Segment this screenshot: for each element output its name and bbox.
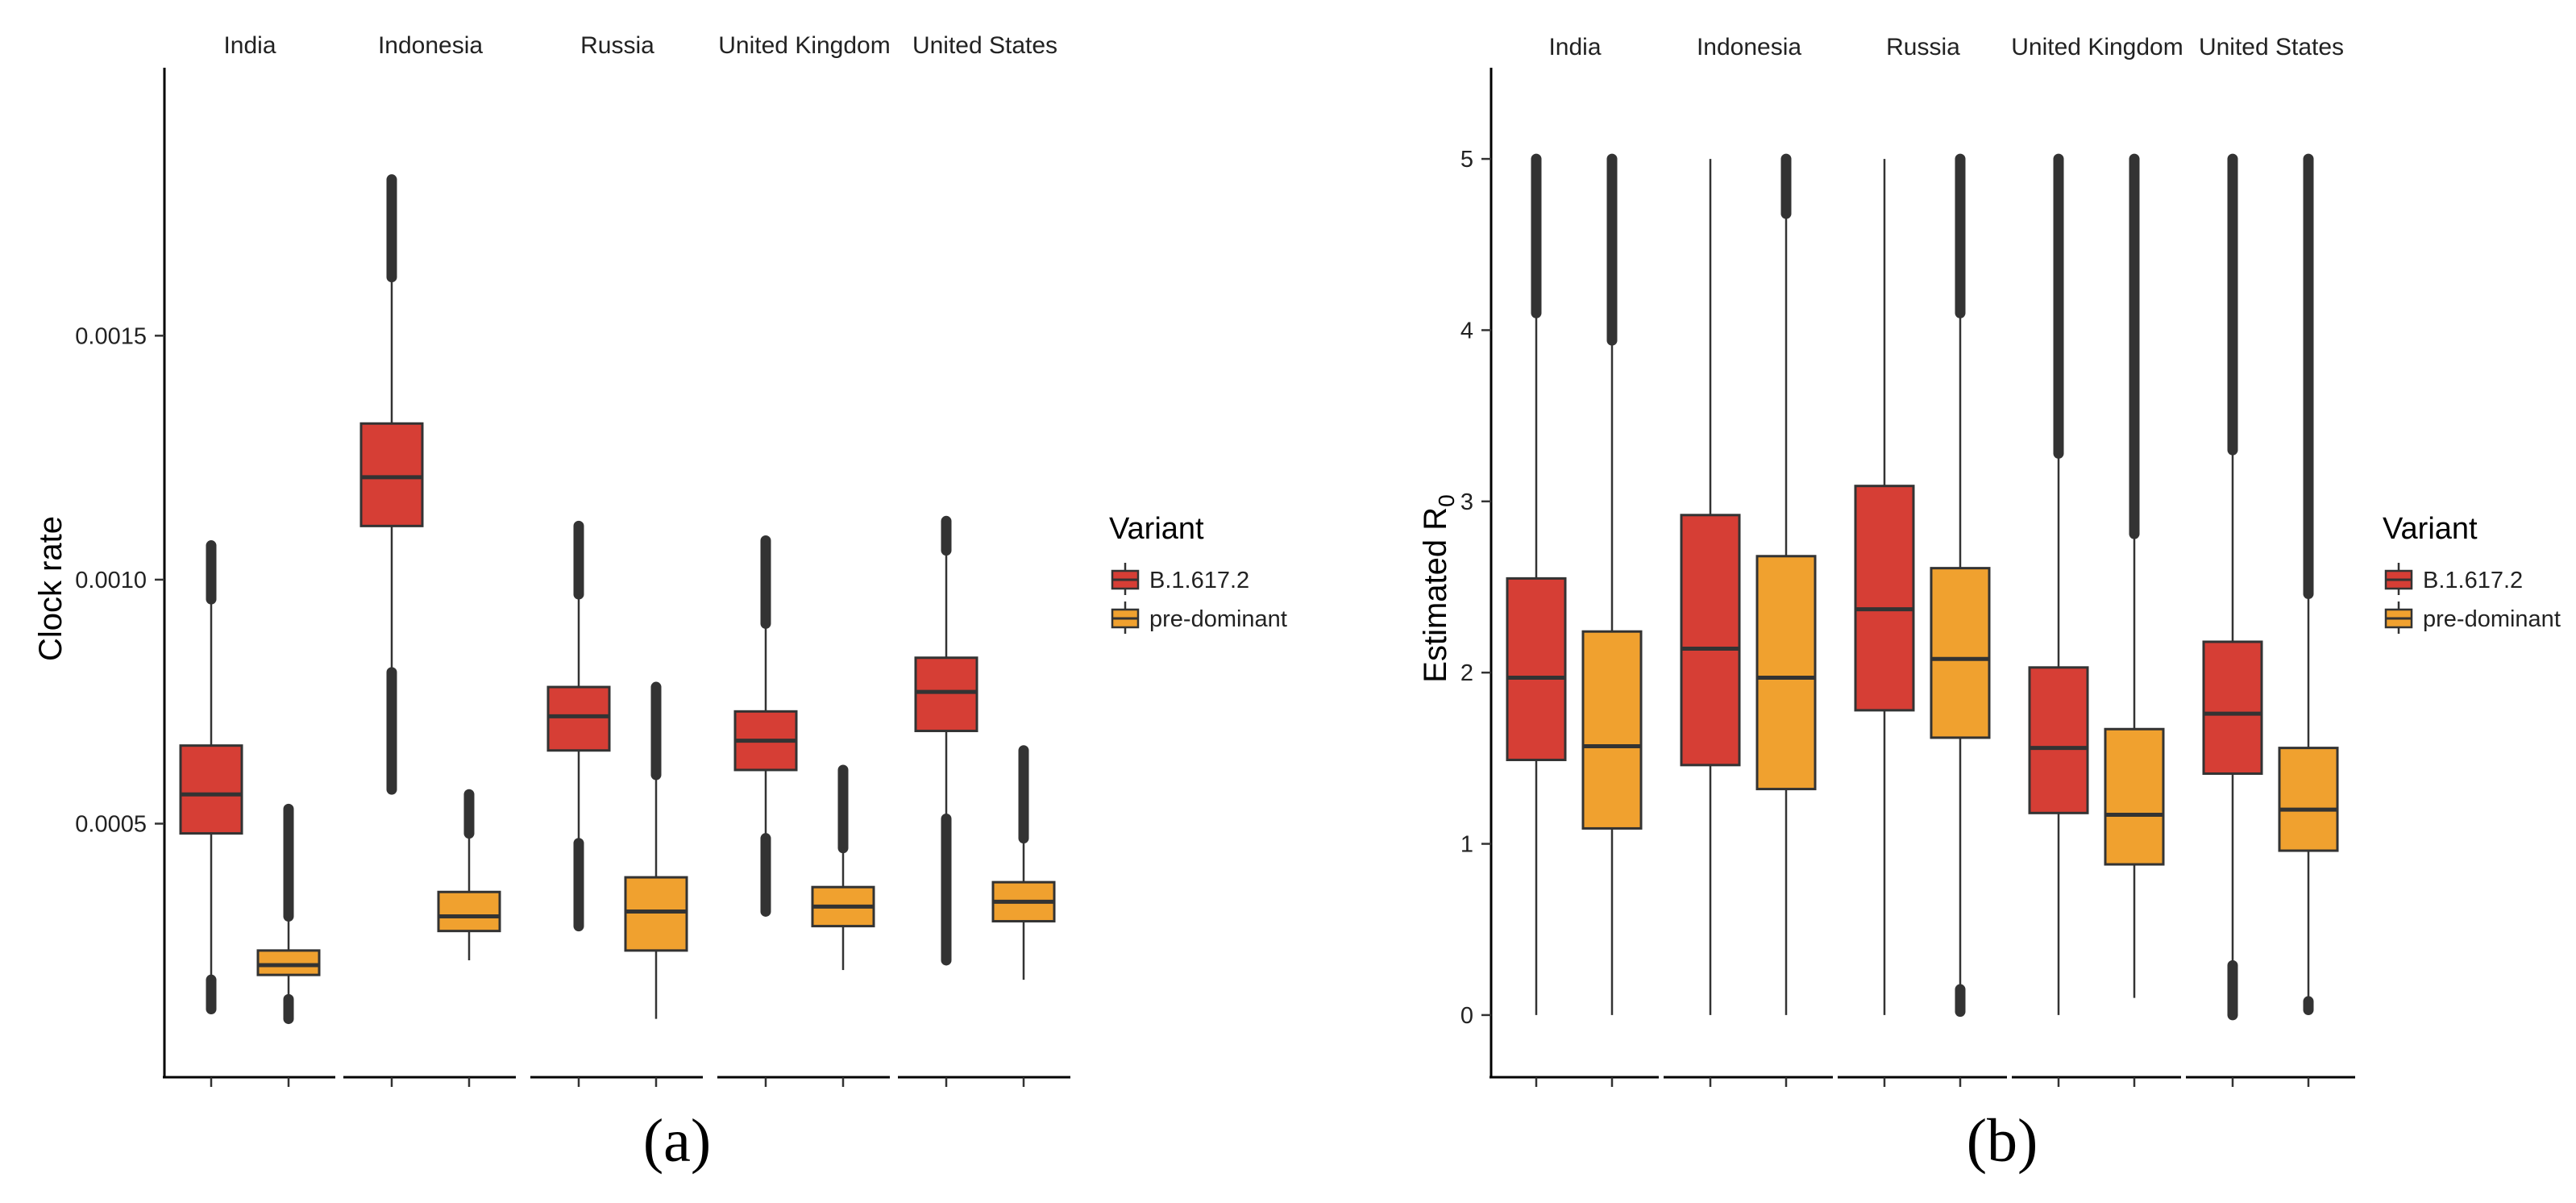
legend-item-b-1-617-2: B.1.617.2 xyxy=(1111,563,1249,595)
legend: Variant B.1.617.2 pre-dominant xyxy=(2383,512,2561,634)
box-b-1-617-2 xyxy=(1506,153,1567,1087)
facet-united-kingdom: United Kingdom xyxy=(2011,34,2183,1087)
box-iqr xyxy=(2104,727,2165,866)
legend-label: pre-dominant xyxy=(2423,606,2561,632)
box-pre-dominant xyxy=(256,803,321,1087)
box-b-1-617-2 xyxy=(546,520,611,1087)
box-pre-dominant xyxy=(1755,153,1817,1087)
box-iqr xyxy=(179,744,243,835)
facet-label: United States xyxy=(2199,34,2344,60)
y-tick-label: 0.0015 xyxy=(75,323,147,349)
facet-indonesia: Indonesia xyxy=(1664,34,1833,1087)
y-axis-title-text: Estimated R xyxy=(1418,507,1453,683)
facet-label: India xyxy=(223,32,276,59)
box-b-1-617-2 xyxy=(359,174,424,1087)
box-b-1-617-2 xyxy=(179,540,243,1087)
box-b-1-617-2 xyxy=(2028,153,2089,1087)
box-iqr xyxy=(2202,640,2263,775)
box-iqr xyxy=(546,685,611,752)
y-tick-label: 0 xyxy=(1460,1003,1473,1029)
y-axis-title: Clock rate xyxy=(33,516,69,661)
legend-label: B.1.617.2 xyxy=(2423,568,2523,593)
box-iqr xyxy=(359,422,424,527)
facet-label: United Kingdom xyxy=(2011,34,2183,60)
box-iqr xyxy=(1930,567,1991,739)
y-tick-label: 4 xyxy=(1460,318,1473,343)
y-axis-title-subscript: 0 xyxy=(1434,494,1459,507)
panel-label: (b) xyxy=(1967,1107,2038,1175)
box-iqr xyxy=(1581,630,1643,830)
facet-label: Indonesia xyxy=(378,32,483,59)
box-iqr xyxy=(2028,666,2089,814)
y-tick-label: 1 xyxy=(1460,832,1473,858)
box-pre-dominant xyxy=(2104,153,2165,1087)
box-pre-dominant xyxy=(1930,153,1991,1087)
panel-a-clock-rate-chart: 0.0005 0.0010 0.0015 Clock rate India Indones… xyxy=(33,32,1287,1175)
box-iqr xyxy=(437,890,501,933)
box-pre-dominant xyxy=(2278,153,2339,1087)
box-b-1-617-2 xyxy=(914,515,978,1087)
y-axis-title-text: Clock rate xyxy=(33,516,69,661)
y-tick-label: 3 xyxy=(1460,489,1473,515)
box-iqr xyxy=(1755,555,1817,791)
y-tick-label: 2 xyxy=(1460,660,1473,686)
facet-label: Russia xyxy=(580,32,654,59)
facet-united-states: United States xyxy=(898,32,1070,1087)
legend-item-pre-dominant: pre-dominant xyxy=(1111,602,1287,634)
facet-label: Russia xyxy=(1886,34,1960,60)
y-axis-title: Estimated R0 xyxy=(1418,494,1459,682)
box-iqr xyxy=(914,656,978,733)
facet-india: India xyxy=(1490,34,1659,1087)
box-pre-dominant xyxy=(991,745,1056,1087)
legend: Variant B.1.617.2 pre-dominant xyxy=(1109,512,1287,634)
legend-item-pre-dominant: pre-dominant xyxy=(2384,602,2561,634)
box-b-1-617-2 xyxy=(1854,159,1915,1087)
box-iqr xyxy=(1506,577,1567,761)
facet-india: India xyxy=(163,32,335,1087)
box-b-1-617-2 xyxy=(2202,153,2263,1087)
facet-label: India xyxy=(1548,34,1601,60)
box-pre-dominant xyxy=(624,681,688,1087)
facet-indonesia: Indonesia xyxy=(343,32,516,1087)
box-iqr xyxy=(256,949,321,976)
box-pre-dominant xyxy=(811,764,875,1087)
legend-title: Variant xyxy=(2383,512,2478,546)
panel-label: (a) xyxy=(643,1107,711,1175)
box-iqr xyxy=(1854,485,1915,712)
box-pre-dominant xyxy=(1581,153,1643,1087)
box-iqr xyxy=(624,876,688,952)
box-iqr xyxy=(1680,514,1741,767)
y-tick-label: 0.0010 xyxy=(75,568,147,593)
y-tick-label: 5 xyxy=(1460,147,1473,173)
facet-label: United Kingdom xyxy=(718,32,890,59)
facet-label: United States xyxy=(912,32,1057,59)
facet-russia: Russia xyxy=(530,32,703,1087)
legend-title: Variant xyxy=(1109,512,1204,546)
legend-label: B.1.617.2 xyxy=(1149,568,1249,593)
facet-united-kingdom: United Kingdom xyxy=(717,32,891,1087)
legend-item-b-1-617-2: B.1.617.2 xyxy=(2384,563,2523,595)
box-b-1-617-2 xyxy=(1680,159,1741,1087)
facet-label: Indonesia xyxy=(1697,34,1801,60)
facet-united-states: United States xyxy=(2186,34,2355,1087)
box-b-1-617-2 xyxy=(733,535,798,1087)
y-tick-label: 0.0005 xyxy=(75,812,147,838)
box-pre-dominant xyxy=(437,789,501,1087)
legend-label: pre-dominant xyxy=(1149,606,1287,632)
box-iqr xyxy=(2278,747,2339,852)
facet-russia: Russia xyxy=(1838,34,2007,1087)
